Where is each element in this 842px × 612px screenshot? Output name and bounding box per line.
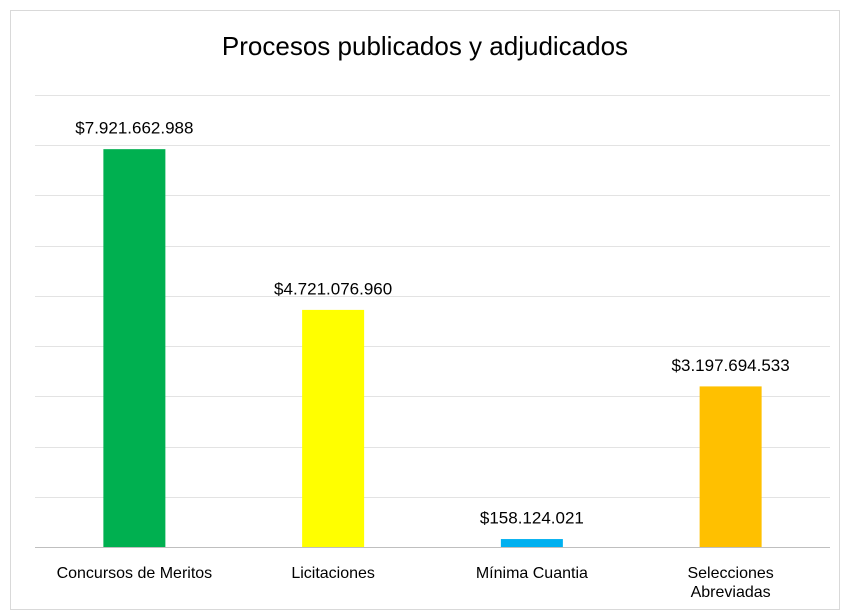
x-tick-label: Selecciones Abreviadas [687,565,774,601]
value-label: $3.197.694.533 [672,356,790,375]
chart-title: Procesos publicados y adjudicados [222,31,628,61]
value-label: $7.921.662.988 [75,119,193,138]
value-label: $158.124.021 [480,509,584,528]
x-tick-label: Mínima Cuantia [475,565,588,582]
bar [302,309,365,547]
value-label: $4.721.076.960 [274,279,392,298]
bar [500,539,563,547]
bar [699,386,762,547]
x-tick-label: Licitaciones [291,565,375,582]
x-tick-label: Concursos de Meritos [56,565,213,582]
bar [103,149,166,547]
